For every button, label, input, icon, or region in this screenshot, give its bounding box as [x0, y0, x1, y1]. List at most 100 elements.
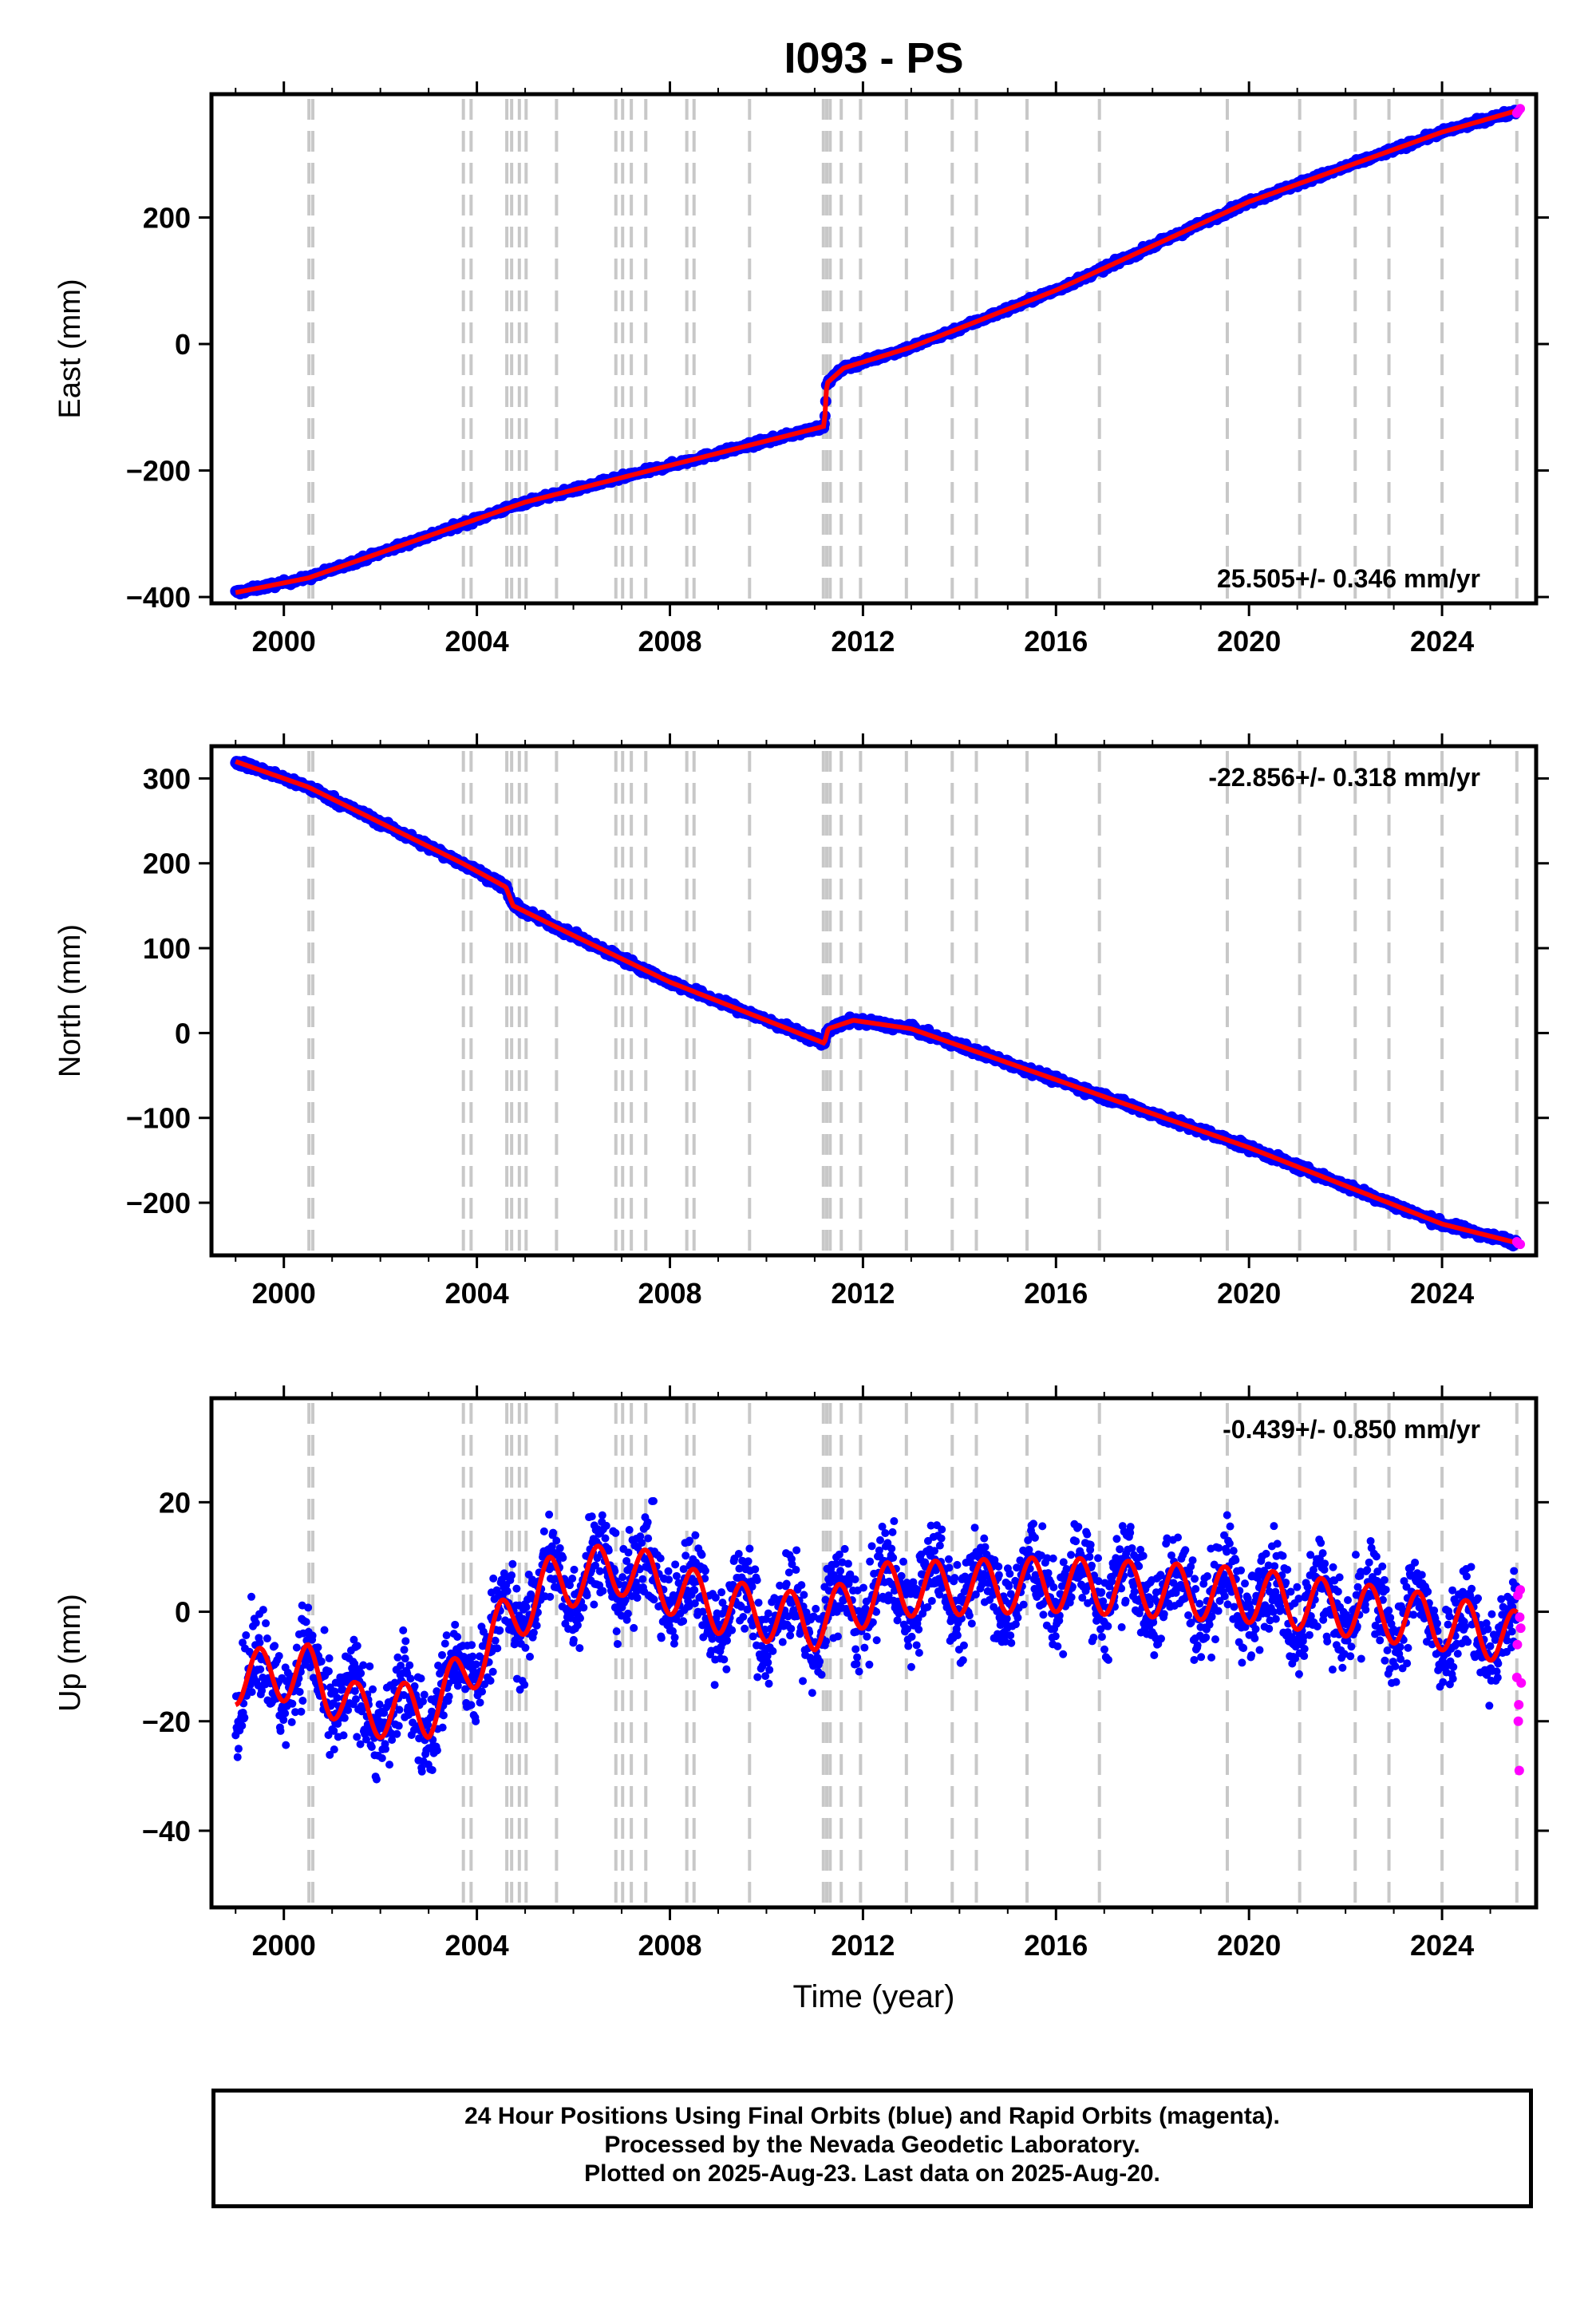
observation-point [786, 1631, 795, 1640]
observation-point [393, 1653, 402, 1662]
observation-point [590, 1600, 598, 1609]
x-tick-label: 2020 [1217, 625, 1281, 658]
observation-point [532, 1621, 541, 1630]
observation-point [478, 1687, 487, 1696]
observation-point [247, 1688, 256, 1697]
observation-point [618, 1573, 627, 1582]
x-tick-label: 2004 [445, 1277, 509, 1310]
observation-point [638, 1575, 647, 1583]
observation-point [595, 1567, 604, 1575]
observation-point [287, 1717, 296, 1726]
observation-point [350, 1686, 359, 1695]
observations-up [231, 1496, 1521, 1784]
observation-point [691, 1531, 700, 1539]
observation-point [598, 1587, 607, 1595]
observation-point [291, 1708, 300, 1717]
observation-point [711, 1593, 720, 1602]
observation-point [288, 1699, 297, 1708]
observation-point [324, 1731, 333, 1740]
observation-point [748, 1583, 757, 1591]
observation-point [859, 1583, 867, 1592]
observation-point [723, 1636, 732, 1645]
observation-point [764, 1609, 772, 1618]
observation-point [816, 1657, 824, 1666]
observation-point [356, 1740, 365, 1749]
observation-point [576, 1614, 585, 1622]
y-tick-label: 200 [143, 202, 191, 235]
observation-point [853, 1653, 862, 1662]
observation-point [529, 1628, 538, 1637]
observation-point [351, 1695, 360, 1704]
observation-point [679, 1617, 688, 1626]
x-tick-label: 2024 [1410, 625, 1474, 658]
observation-point [800, 1591, 808, 1599]
observation-point [855, 1667, 863, 1676]
rate-label-east: 25.505+/- 0.346 mm/yr [1217, 564, 1480, 593]
observation-point [460, 1653, 468, 1662]
observation-point [808, 1689, 816, 1697]
observation-point [621, 1595, 630, 1604]
observation-point [638, 1539, 646, 1547]
observation-point [753, 1673, 762, 1682]
observation-point [670, 1639, 678, 1648]
observation-point [320, 1626, 329, 1634]
observation-point [625, 1525, 634, 1534]
observation-point [570, 1565, 579, 1574]
observation-point [493, 1644, 502, 1653]
observation-point [292, 1643, 301, 1652]
x-tick-label: 2016 [1024, 625, 1088, 658]
observation-point [821, 1595, 830, 1604]
observation-point [545, 1510, 554, 1519]
observation-point [622, 1615, 631, 1624]
observation-point [776, 1581, 784, 1590]
observation-point [598, 1511, 606, 1520]
observation-point [401, 1637, 410, 1646]
observation-point [428, 1765, 437, 1774]
observation-point [271, 1642, 279, 1650]
observation-point [690, 1599, 699, 1608]
observation-point [741, 1624, 749, 1633]
observation-point [372, 1775, 381, 1784]
observation-point [866, 1557, 875, 1566]
y-tick-label: 100 [143, 932, 191, 965]
observation-point [753, 1575, 761, 1584]
observation-point [549, 1528, 558, 1537]
observation-point [717, 1588, 726, 1597]
observation-point [868, 1618, 877, 1626]
observation-point [365, 1662, 374, 1670]
y-tick-label: −200 [126, 455, 191, 488]
observation-point [657, 1634, 666, 1642]
observation-point [851, 1575, 859, 1584]
observation-point [339, 1731, 348, 1740]
y-tick-label: 300 [143, 762, 191, 795]
observation-point [424, 1721, 433, 1729]
observation-point [488, 1667, 497, 1676]
observation-point [512, 1584, 521, 1593]
y-tick-label: 200 [143, 848, 191, 880]
y-axis-label-east: East (mm) [53, 279, 87, 418]
observation-point [522, 1603, 531, 1611]
observation-point [275, 1651, 283, 1660]
observation-point [701, 1567, 709, 1575]
observation-point [613, 1639, 622, 1648]
observation-point [409, 1718, 417, 1727]
observation-point [633, 1594, 642, 1603]
observation-point [397, 1662, 405, 1670]
observation-point [353, 1642, 361, 1650]
observation-point [520, 1681, 529, 1690]
observation-point [547, 1542, 556, 1551]
observation-point [579, 1603, 588, 1612]
observation-point [612, 1627, 621, 1636]
observation-point [472, 1717, 480, 1725]
y-tick-label: −100 [126, 1102, 191, 1135]
observation-point [297, 1707, 306, 1716]
observation-point [503, 1587, 512, 1595]
observation-point [681, 1551, 690, 1560]
observation-point [330, 1687, 339, 1696]
observation-point [539, 1527, 548, 1535]
x-tick-label: 2008 [638, 625, 701, 658]
x-tick-label: 2012 [831, 1277, 895, 1310]
observation-point [765, 1666, 774, 1674]
observation-point [394, 1721, 403, 1730]
